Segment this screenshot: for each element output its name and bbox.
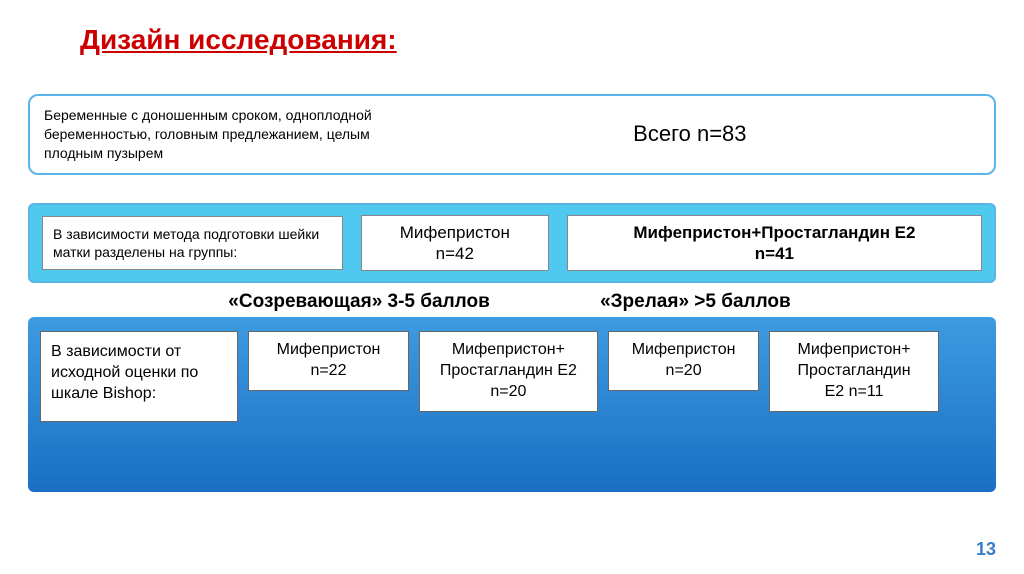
label-maturing: «Созревающая» 3-5 баллов bbox=[28, 291, 570, 313]
group-mif-n: n=42 bbox=[378, 243, 532, 264]
groups-caption: В зависимости метода подготовки шейки ма… bbox=[42, 216, 343, 270]
bishop-mifpge2-mature: Мифепристон+ Простагландин Е2 n=11 bbox=[769, 331, 939, 411]
bishop-mif-maturing: Мифепристон n=22 bbox=[248, 331, 408, 391]
bishop-caption: В зависимости от исходной оценки по шкал… bbox=[40, 331, 238, 421]
page-number: 13 bbox=[976, 539, 996, 560]
bishop-mifpge2-maturing: Мифепристон+ Простагландин Е2 n=20 bbox=[419, 331, 598, 411]
cell-line: n=20 bbox=[619, 361, 748, 382]
group-mifepristone: Мифепристон n=42 bbox=[361, 215, 549, 272]
cell-line: n=22 bbox=[259, 361, 397, 382]
bishop-labels: «Созревающая» 3-5 баллов «Зрелая» >5 бал… bbox=[28, 291, 996, 313]
slide-title: Дизайн исследования: bbox=[80, 24, 996, 56]
cell-line: Простагландин bbox=[780, 361, 928, 382]
row-bishop: В зависимости от исходной оценки по шкал… bbox=[28, 317, 996, 491]
group-mif-pge2: Мифепристон+Простагландин Е2 n=41 bbox=[567, 215, 982, 272]
cell-line: n=20 bbox=[430, 382, 587, 403]
row-groups: В зависимости метода подготовки шейки ма… bbox=[28, 203, 996, 284]
label-mature: «Зрелая» >5 баллов bbox=[570, 291, 996, 313]
group-mif-label: Мифепристон bbox=[378, 222, 532, 243]
bishop-mif-mature: Мифепристон n=20 bbox=[608, 331, 759, 391]
cell-line: Мифепристон bbox=[619, 340, 748, 361]
cell-line: Простагландин Е2 bbox=[430, 361, 587, 382]
group-mif-pge2-label: Мифепристон+Простагландин Е2 bbox=[584, 222, 965, 243]
row-inclusion: Беременные с доношенным сроком, одноплод… bbox=[28, 94, 996, 175]
inclusion-criteria: Беременные с доношенным сроком, одноплод… bbox=[44, 106, 400, 163]
cell-line: Мифепристон bbox=[259, 340, 397, 361]
cell-line: Мифепристон+ bbox=[430, 340, 587, 361]
cell-line: Мифепристон+ bbox=[780, 340, 928, 361]
group-mif-pge2-n: n=41 bbox=[584, 243, 965, 264]
cell-line: Е2 n=11 bbox=[780, 382, 928, 403]
total-n: Всего n=83 bbox=[400, 121, 980, 147]
